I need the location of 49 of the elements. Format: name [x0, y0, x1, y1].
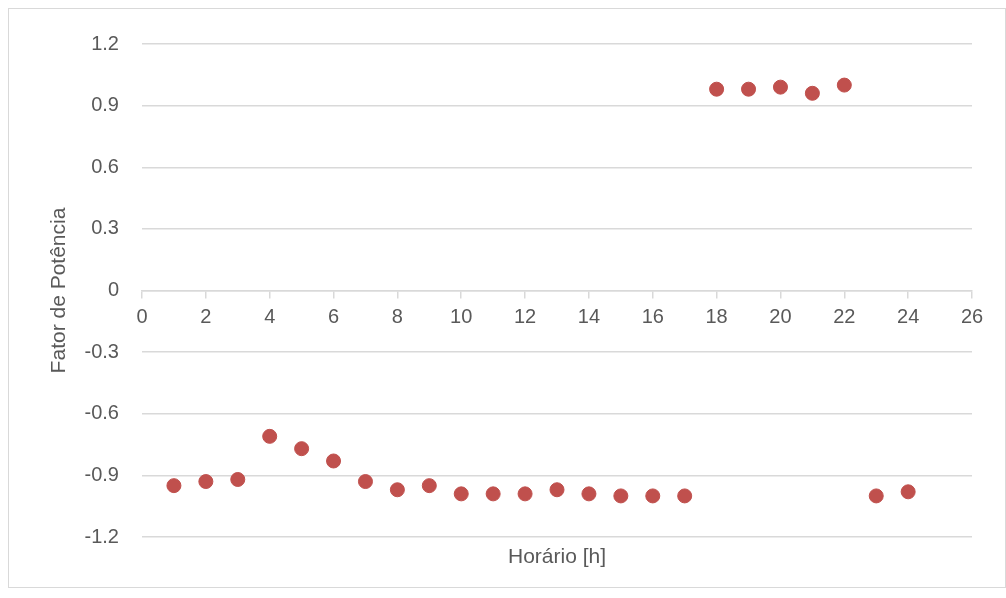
- point: [836, 77, 852, 93]
- point: [326, 453, 342, 469]
- point: [772, 79, 788, 95]
- point: [198, 474, 214, 490]
- y-tick-label: 0.3: [91, 216, 119, 239]
- x-tick-label: 26: [960, 305, 984, 328]
- x-tick-label: 8: [391, 305, 403, 328]
- point: [645, 488, 661, 504]
- x-tick-label: 18: [705, 305, 728, 328]
- point: [230, 471, 246, 487]
- y-axis-title: Fator de Potência: [46, 207, 70, 374]
- y-tick-label: -0.9: [84, 462, 119, 485]
- y-tick-label: 1.2: [91, 31, 119, 54]
- point: [517, 486, 533, 502]
- x-axis-title: Horário [h]: [507, 543, 607, 567]
- point: [900, 484, 916, 500]
- x-tick-label: 12: [513, 305, 537, 328]
- y-tick-label: 0.9: [91, 93, 119, 116]
- point: [868, 488, 884, 504]
- y-tick-label: -1.2: [84, 524, 119, 547]
- point: [357, 474, 373, 490]
- point: [741, 81, 757, 97]
- point: [613, 488, 629, 504]
- point: [453, 486, 469, 502]
- point: [262, 428, 278, 444]
- x-tick-label: 22: [833, 305, 856, 328]
- point: [549, 482, 565, 498]
- point: [804, 85, 820, 101]
- y-tick-label: -0.6: [84, 401, 119, 424]
- point: [421, 478, 437, 494]
- y-tick-label: 0.6: [91, 154, 119, 177]
- x-tick-label: 20: [769, 305, 792, 328]
- point: [677, 488, 693, 504]
- point: [294, 441, 310, 457]
- x-tick-label: 0: [136, 305, 148, 328]
- y-tick-label: -0.3: [84, 339, 119, 362]
- x-tick-label: 24: [897, 305, 920, 328]
- x-tick-label: 14: [577, 305, 601, 328]
- x-tick-label: 16: [641, 305, 664, 328]
- y-tick-label: 0: [107, 278, 119, 301]
- point: [389, 482, 405, 498]
- x-tick-label: 4: [264, 305, 276, 328]
- x-tick-label: 2: [200, 305, 212, 328]
- x-tick-label: 10: [450, 305, 473, 328]
- point: [709, 81, 725, 97]
- point: [166, 478, 182, 494]
- point: [581, 486, 597, 502]
- point: [485, 486, 501, 502]
- x-tick-label: 6: [327, 305, 340, 328]
